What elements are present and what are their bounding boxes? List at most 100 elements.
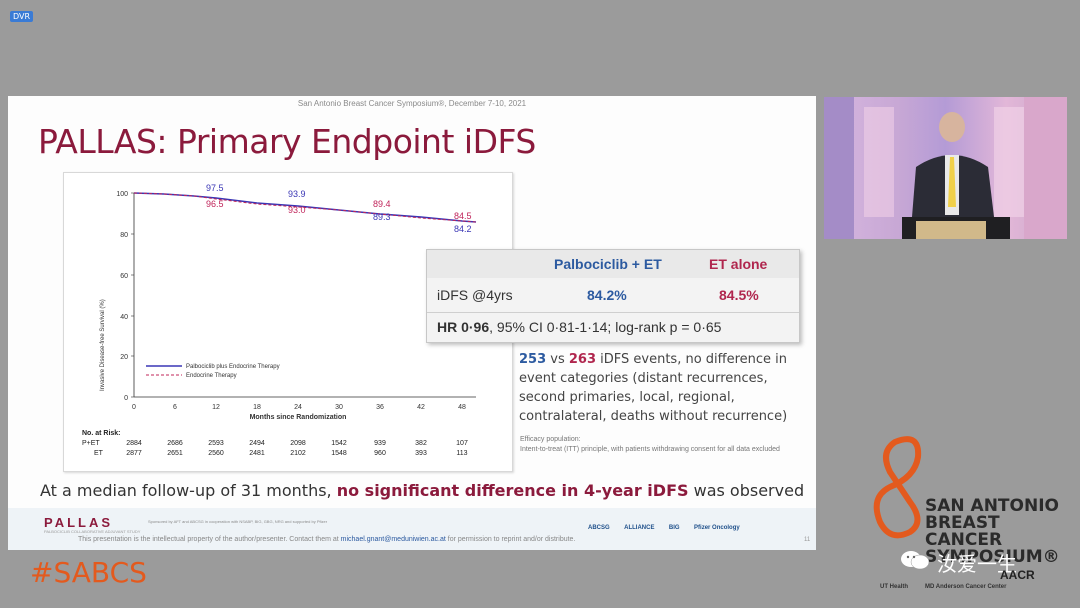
copyright-pre: This presentation is the intellectual pr… xyxy=(78,536,341,543)
km-annot-red-36: 89.4 xyxy=(373,199,391,209)
km-chart-svg: Invasive Disease-free Survival (%) 0 20 … xyxy=(82,183,477,457)
followup-statement: At a median follow-up of 31 months, no s… xyxy=(40,481,804,500)
km-ytick-40: 40 xyxy=(120,314,128,321)
risk-cell: 939 xyxy=(374,440,386,447)
risk-cell: 2494 xyxy=(249,440,265,447)
km-annot-blue-36: 89.3 xyxy=(373,212,391,222)
stat-header-row xyxy=(427,250,799,278)
km-annot-red-12: 96.5 xyxy=(206,199,224,209)
efficacy-note-line1: Efficacy population: xyxy=(520,436,581,443)
efficacy-note: Efficacy population: Intent-to-treat (IT… xyxy=(520,435,780,455)
risk-cell: 2560 xyxy=(208,450,224,457)
km-xtick-18: 18 xyxy=(253,404,261,411)
sabcs-name-line1: SAN ANTONIO xyxy=(925,496,1059,516)
risk-cell: 2102 xyxy=(290,450,306,457)
copyright-notice: This presentation is the intellectual pr… xyxy=(78,536,575,543)
events-n2: 263 xyxy=(568,352,597,367)
km-xtick-36: 36 xyxy=(376,404,384,411)
km-xtick-30: 30 xyxy=(335,404,343,411)
followup-post: was observed xyxy=(688,481,805,500)
km-xtick-42: 42 xyxy=(417,404,425,411)
risk-cell: 107 xyxy=(456,440,468,447)
sabcs-branding xyxy=(860,432,1070,602)
km-curve-et xyxy=(133,192,477,223)
km-xtick-24: 24 xyxy=(294,404,302,411)
stat-val-et: 84.5% xyxy=(719,287,759,303)
presentation-slide: San Antonio Breast Cancer Symposium®, De… xyxy=(8,96,816,550)
slide-footer xyxy=(8,508,816,550)
risk-label-et: ET xyxy=(94,450,104,457)
km-annot-red-24: 93.0 xyxy=(288,205,306,215)
km-legend-et: Endocrine Therapy xyxy=(186,373,237,379)
copyright-post: for permission to reprint and/or distrib… xyxy=(445,536,576,543)
risk-cell: 393 xyxy=(415,450,427,457)
wechat-icon xyxy=(901,551,930,570)
risk-cell: 113 xyxy=(456,450,467,457)
pallas-logo-subtitle: PALBOCICLIB COLLABORATIVE ADJUVANT STUDY xyxy=(44,529,141,534)
km-xtick-12: 12 xyxy=(212,404,220,411)
stat-hr-bold: HR 0·96 xyxy=(437,319,490,335)
km-xtick-0: 0 xyxy=(132,404,136,411)
followup-bold: no significant difference in 4-year iDFS xyxy=(336,481,689,500)
partner-logo-alliance: ALLIANCE xyxy=(624,525,655,531)
sabcs-name: SAN ANTONIO BREAST CANCER SYMPOSIUM® xyxy=(925,498,1080,566)
events-vs: vs xyxy=(546,352,569,367)
events-body: iDFS events, no difference in event cate… xyxy=(519,352,788,424)
stat-col-palbo: Palbociclib + ET xyxy=(554,256,662,272)
km-ytick-60: 60 xyxy=(120,273,128,280)
risk-cell: 1548 xyxy=(331,450,347,457)
stat-hr-line: HR 0·96, 95% CI 0·81-1·14; log-rank p = … xyxy=(437,319,721,335)
km-xtick-6: 6 xyxy=(173,404,177,411)
km-annot-red-48: 84.5 xyxy=(454,211,472,221)
km-ytick-100: 100 xyxy=(116,191,128,198)
risk-title: No. at Risk: xyxy=(82,430,121,437)
sabcs-name-line2: BREAST CANCER xyxy=(925,513,1003,550)
pallas-logo: PALLAS xyxy=(44,515,114,530)
risk-cell: 960 xyxy=(374,450,386,457)
km-annot-blue-24: 93.9 xyxy=(288,189,306,199)
km-annot-blue-48: 84.2 xyxy=(454,224,472,234)
partner-logo-pfizer: Pfizer Oncology xyxy=(694,525,740,531)
km-xlabel: Months since Randomization xyxy=(250,414,347,421)
partner-logo-abcsg: ABCSG xyxy=(588,525,610,531)
stat-hr-rest: , 95% CI 0·81-1·14; log-rank p = 0·65 xyxy=(489,319,722,335)
contact-email-link[interactable]: michael.gnant@meduniwien.ac.at xyxy=(340,536,446,543)
slide-title: PALLAS: Primary Endpoint iDFS xyxy=(38,122,536,161)
events-text: 253 vs 263 iDFS events, no difference in… xyxy=(519,350,799,426)
followup-pre: At a median follow-up of 31 months, xyxy=(40,481,337,500)
risk-label-pet: P+ET xyxy=(82,440,100,447)
dvr-badge: DVR xyxy=(10,11,34,22)
risk-cell: 2481 xyxy=(249,450,265,457)
partner-logo-big: BIG xyxy=(668,525,680,531)
sabcs-ribbon-logo xyxy=(873,436,922,539)
risk-cell: 2877 xyxy=(126,450,142,457)
mdanderson-logo: MD Anderson Cancer Center xyxy=(925,584,1007,590)
km-legend-palbo: Palbociclib plus Endocrine Therapy xyxy=(186,364,280,370)
efficacy-note-line2: Intent-to-treat (ITT) principle, with pa… xyxy=(520,446,780,453)
sabcs-name-line3: SYMPOSIUM® xyxy=(925,547,1060,567)
km-ytick-0: 0 xyxy=(124,395,128,402)
risk-cell: 2098 xyxy=(290,440,306,447)
km-ytick-20: 20 xyxy=(120,354,128,361)
risk-cell: 1542 xyxy=(331,440,347,447)
risk-cell: 2686 xyxy=(167,440,183,447)
stat-summary-box: Palbociclib + ET ET alone iDFS @4yrs 84.… xyxy=(426,249,800,343)
stat-row-label: iDFS @4yrs xyxy=(437,287,513,303)
stat-divider xyxy=(427,312,799,313)
slide-page-number: 11 xyxy=(804,537,811,543)
km-ytick-80: 80 xyxy=(120,232,128,239)
wechat-watermark-text: 汝爱一生 xyxy=(937,552,1017,576)
slide-header: San Antonio Breast Cancer Symposium®, De… xyxy=(297,99,527,108)
partner-logos: ABCSG ALLIANCE BIG Pfizer Oncology xyxy=(588,516,750,534)
risk-cell: 2593 xyxy=(208,440,224,447)
risk-cell: 2884 xyxy=(126,440,142,447)
aacr-logo: AACR xyxy=(1000,568,1035,582)
speaker-video-feed xyxy=(824,97,1067,239)
km-xtick-48: 48 xyxy=(458,404,466,411)
speaker-video-image xyxy=(824,97,1067,239)
stat-col-et: ET alone xyxy=(709,256,768,272)
km-ylabel: Invasive Disease-free Survival (%) xyxy=(100,299,106,391)
sponsor-text: Sponsored by AFT and ABCSG in cooperatio… xyxy=(148,519,328,524)
risk-cell: 382 xyxy=(415,440,427,447)
sabcs-hashtag: #SABCS xyxy=(30,556,147,589)
